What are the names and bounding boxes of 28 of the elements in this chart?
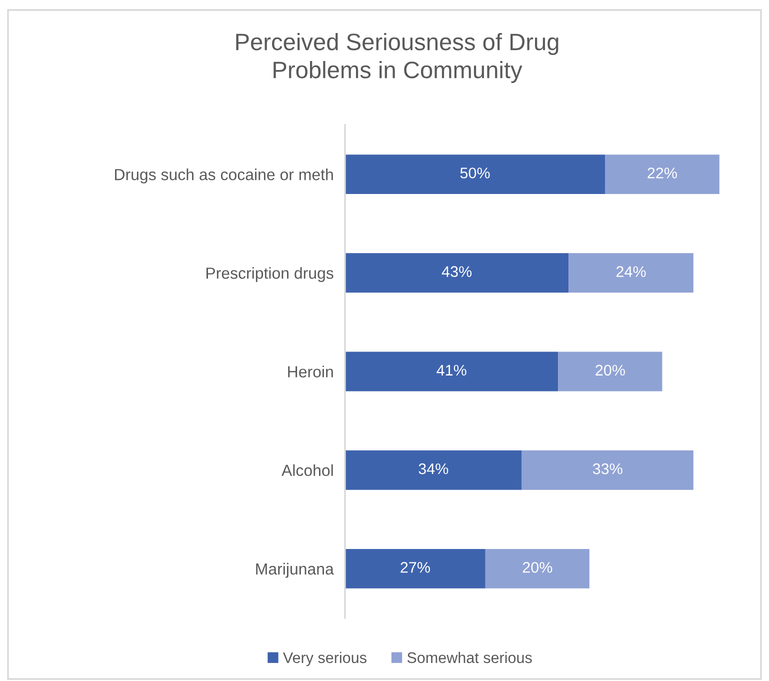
bar xyxy=(345,253,569,293)
data-label: 41% xyxy=(436,364,466,376)
y-tick-label: Alcohol xyxy=(282,464,333,476)
data-label: 27% xyxy=(400,562,430,573)
y-tick-label: Drugs such as cocaine or meth xyxy=(115,168,333,184)
y-tick-label: Heroin xyxy=(288,366,333,378)
data-label: 33% xyxy=(592,463,622,474)
bar xyxy=(345,450,522,490)
bar xyxy=(345,154,605,194)
data-label: 20% xyxy=(596,364,625,376)
bar xyxy=(345,548,486,588)
bar xyxy=(485,548,590,588)
data-label: 24% xyxy=(616,266,646,277)
data-label: 22% xyxy=(648,168,677,178)
data-label: 50% xyxy=(460,168,490,178)
legend-label: Somewhat serious xyxy=(407,652,532,664)
data-label: 43% xyxy=(442,266,472,277)
chart-title: Perceived Seriousness of Drug Problems in Community xyxy=(236,32,558,84)
legend-label: Very serious xyxy=(282,652,366,666)
y-tick-label: Prescription drugs xyxy=(206,267,334,282)
bar xyxy=(605,154,720,194)
bar xyxy=(558,352,662,392)
data-label: 20% xyxy=(522,562,552,573)
data-label: 34% xyxy=(418,463,448,474)
bar xyxy=(522,450,694,490)
bar xyxy=(345,352,558,392)
y-tick-label: Marijunana xyxy=(256,562,334,578)
bar xyxy=(568,253,694,293)
